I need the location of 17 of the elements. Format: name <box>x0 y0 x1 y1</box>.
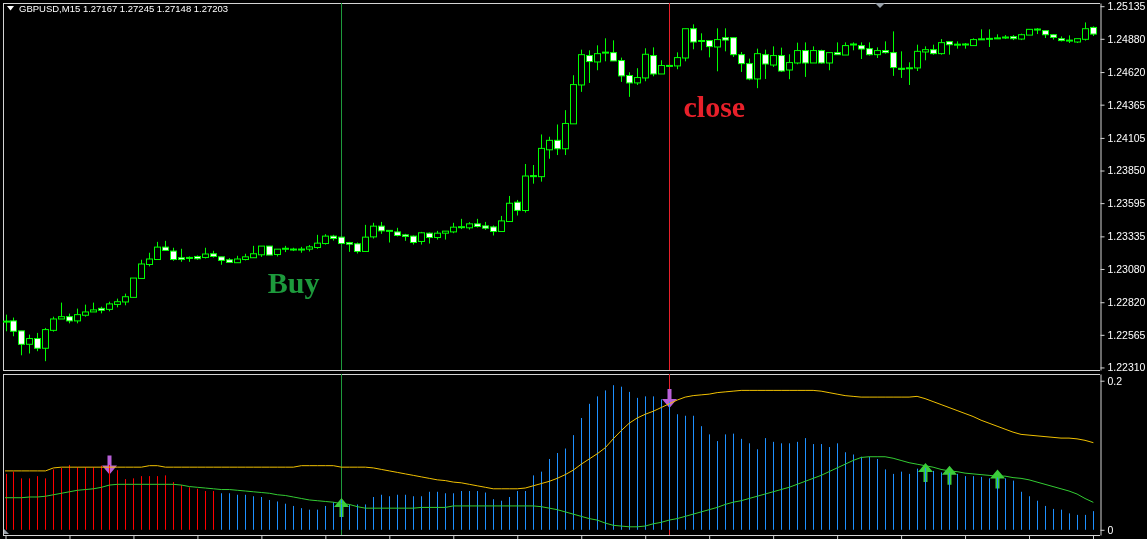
y-tick-label: 0.2 <box>1107 374 1123 387</box>
y-tick-label: 1.23080 <box>1107 262 1146 275</box>
chart-title: GBPUSD,M15 1.27167 1.27245 1.27148 1.27203 <box>19 3 229 14</box>
y-tick-label: 1.22820 <box>1107 296 1146 309</box>
y-tick-label: 1.23335 <box>1107 230 1146 243</box>
y-tick-label: 1.25135 <box>1107 0 1146 13</box>
y-tick-label: 0 <box>1107 523 1114 536</box>
annotation: Buy <box>267 266 320 300</box>
y-tick-label: 1.23850 <box>1107 164 1146 177</box>
y-tick-label: 1.24620 <box>1107 65 1146 78</box>
y-tick-label: 1.22310 <box>1107 361 1146 374</box>
y-tick-label: 1.24880 <box>1107 32 1146 45</box>
y-tick-label: 1.24105 <box>1107 131 1146 144</box>
annotation: close <box>683 89 746 123</box>
y-tick-label: 1.24365 <box>1107 98 1146 111</box>
y-tick-label: 1.23595 <box>1107 196 1146 209</box>
y-tick-label: 1.22565 <box>1107 328 1146 341</box>
